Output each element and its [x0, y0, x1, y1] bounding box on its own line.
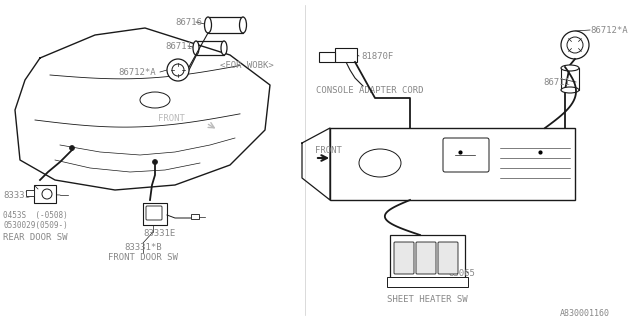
- Circle shape: [70, 146, 74, 150]
- FancyBboxPatch shape: [438, 242, 458, 274]
- Ellipse shape: [205, 17, 211, 33]
- Text: SHEET HEATER SW: SHEET HEATER SW: [387, 295, 467, 305]
- FancyBboxPatch shape: [143, 203, 167, 225]
- Text: 83331*B: 83331*B: [124, 243, 162, 252]
- Text: 0530029(0509-): 0530029(0509-): [3, 220, 68, 229]
- Text: 86716: 86716: [175, 18, 202, 27]
- Text: 81870F: 81870F: [361, 52, 393, 60]
- Text: 86712*A: 86712*A: [590, 26, 628, 35]
- Text: 83331E: 83331E: [143, 228, 175, 237]
- Text: 0453S  (-0508): 0453S (-0508): [3, 211, 68, 220]
- Text: A830001160: A830001160: [560, 308, 610, 317]
- Text: FRONT: FRONT: [158, 114, 185, 123]
- Bar: [561, 68, 579, 90]
- Bar: [335, 48, 357, 62]
- Bar: [390, 235, 465, 285]
- Circle shape: [152, 159, 157, 164]
- Bar: [196, 41, 224, 55]
- Bar: [26, 190, 34, 196]
- Bar: [208, 17, 243, 33]
- Circle shape: [167, 59, 189, 81]
- Bar: [330, 128, 575, 200]
- Bar: [387, 277, 468, 287]
- Text: 86711: 86711: [165, 42, 192, 51]
- Text: 86711: 86711: [543, 77, 570, 86]
- Circle shape: [42, 189, 52, 199]
- Text: REAR DOOR SW: REAR DOOR SW: [3, 233, 67, 242]
- Text: FRONT: FRONT: [315, 146, 342, 155]
- FancyBboxPatch shape: [394, 242, 414, 274]
- Text: 86712*A: 86712*A: [118, 68, 156, 76]
- Ellipse shape: [561, 65, 579, 71]
- Text: 83065: 83065: [448, 268, 475, 277]
- FancyBboxPatch shape: [443, 138, 489, 172]
- FancyBboxPatch shape: [416, 242, 436, 274]
- Circle shape: [561, 31, 589, 59]
- Text: 83331*A: 83331*A: [3, 190, 40, 199]
- FancyBboxPatch shape: [146, 206, 162, 220]
- Text: CONSOLE ADAPTER CORD: CONSOLE ADAPTER CORD: [316, 85, 424, 94]
- Bar: [319, 52, 335, 62]
- Text: <FOR WOBK>: <FOR WOBK>: [220, 60, 274, 69]
- Ellipse shape: [239, 17, 246, 33]
- FancyBboxPatch shape: [34, 185, 56, 203]
- Circle shape: [567, 37, 583, 53]
- Polygon shape: [302, 128, 330, 200]
- Ellipse shape: [561, 87, 579, 93]
- Circle shape: [172, 64, 184, 76]
- Text: FRONT DOOR SW: FRONT DOOR SW: [108, 253, 178, 262]
- Ellipse shape: [221, 41, 227, 55]
- Ellipse shape: [193, 41, 199, 55]
- Bar: [191, 214, 199, 219]
- Polygon shape: [15, 28, 270, 190]
